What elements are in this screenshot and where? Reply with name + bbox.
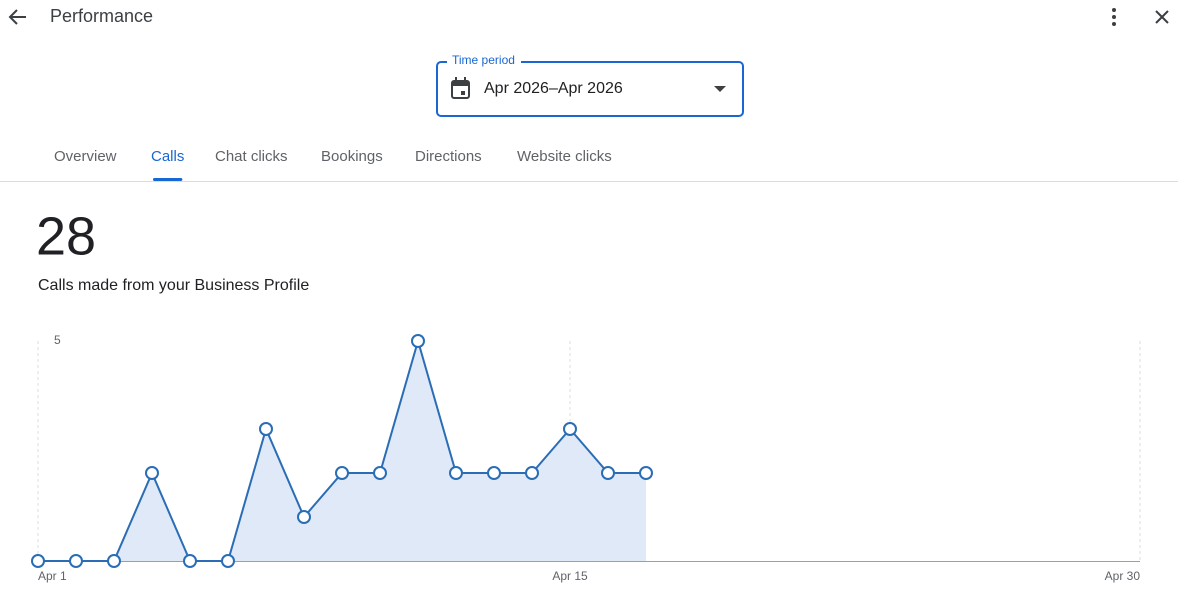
dropdown-arrow <box>714 86 726 92</box>
x-tick-label: Apr 15 <box>552 569 588 583</box>
back-button[interactable] <box>8 9 26 25</box>
data-point <box>297 510 311 524</box>
chart: Apr 1 Apr 15 Apr 30 5 <box>31 333 1141 583</box>
data-point <box>335 466 349 480</box>
tab-bar: Overview Calls Chat clicks Bookings Dire… <box>54 148 612 181</box>
calendar-icon <box>451 77 470 99</box>
dot <box>1112 15 1116 19</box>
data-point <box>563 422 577 436</box>
data-point <box>69 554 83 568</box>
tab[interactable]: Bookings <box>321 148 383 165</box>
select-label: Time period <box>452 53 515 67</box>
page-title: Performance <box>50 6 153 26</box>
data-point <box>259 422 273 436</box>
data-point <box>411 334 425 348</box>
tab[interactable]: Calls <box>151 148 184 165</box>
tab[interactable]: Chat clicks <box>215 148 288 165</box>
tab[interactable]: Website clicks <box>517 148 612 165</box>
data-point <box>183 554 197 568</box>
area <box>38 341 646 561</box>
back-arrow <box>8 9 26 25</box>
select-border <box>436 61 744 117</box>
time-period-select[interactable]: Time period Apr 2026–Apr 2026 <box>436 53 744 117</box>
select-value: Apr 2026–Apr 2026 <box>484 80 623 97</box>
tab[interactable]: Directions <box>415 148 482 165</box>
data-point <box>221 554 235 568</box>
dot <box>1112 22 1116 26</box>
more-button[interactable] <box>1112 8 1116 26</box>
metric-value: 28 <box>36 206 96 266</box>
data-point <box>31 554 45 568</box>
x-tick-label: Apr 1 <box>38 569 67 583</box>
tab[interactable]: Overview <box>54 148 117 165</box>
tab-indicator <box>153 178 183 181</box>
data-point <box>601 466 615 480</box>
x-tick-label: Apr 30 <box>1105 569 1141 583</box>
data-point <box>639 466 653 480</box>
data-point <box>107 554 121 568</box>
y-tick-label: 5 <box>54 333 61 347</box>
label-gap <box>447 54 521 68</box>
data-point <box>525 466 539 480</box>
dot <box>1112 8 1116 12</box>
close-icon <box>1155 10 1169 24</box>
metric-description: Calls made from your Business Profile <box>38 277 309 294</box>
data-point <box>487 466 501 480</box>
close-button[interactable] <box>1155 10 1169 24</box>
data-point <box>373 466 387 480</box>
data-point <box>449 466 463 480</box>
data-point <box>145 466 159 480</box>
